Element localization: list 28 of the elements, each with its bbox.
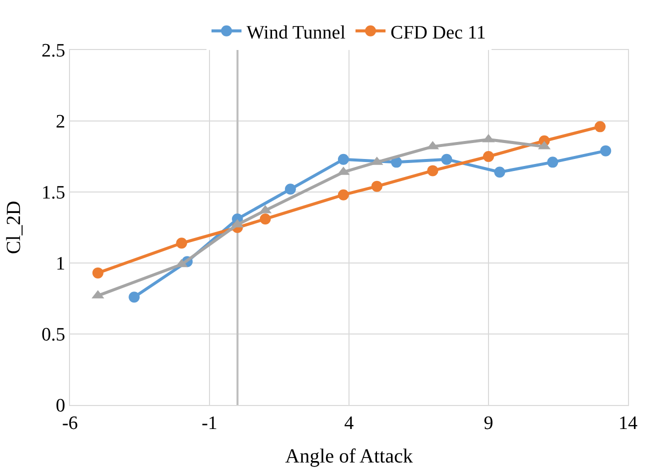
- y-tick-label: 2.5: [41, 40, 66, 62]
- point: [338, 189, 349, 200]
- point: [427, 165, 438, 176]
- y-tick-label: 0.5: [41, 324, 66, 346]
- x-tick-label: 9: [484, 412, 494, 434]
- x-axis-title: Angle of Attack: [285, 445, 413, 468]
- y-tick-label: 1: [56, 254, 66, 275]
- point: [92, 267, 104, 278]
- point: [284, 184, 296, 195]
- x-tick-label: -1: [202, 412, 218, 434]
- x-tick-label: 4: [344, 412, 354, 434]
- point: [547, 156, 558, 168]
- point: [176, 238, 188, 249]
- point: [600, 145, 612, 156]
- legend-label: CFD Dec 11: [390, 22, 486, 44]
- point: [371, 180, 382, 192]
- point: [483, 151, 494, 162]
- legend-label: Wind Tunnel: [246, 22, 346, 44]
- point: [441, 154, 452, 165]
- point: [128, 292, 140, 303]
- point: [494, 166, 506, 178]
- point: [260, 213, 271, 224]
- x-tick-label: 14: [618, 412, 638, 434]
- y-tick-label: 2: [56, 112, 66, 133]
- y-tick-label: 1.5: [41, 182, 66, 204]
- point: [594, 121, 606, 132]
- y-axis-title: Cl_2D: [2, 200, 25, 254]
- point: [338, 154, 349, 165]
